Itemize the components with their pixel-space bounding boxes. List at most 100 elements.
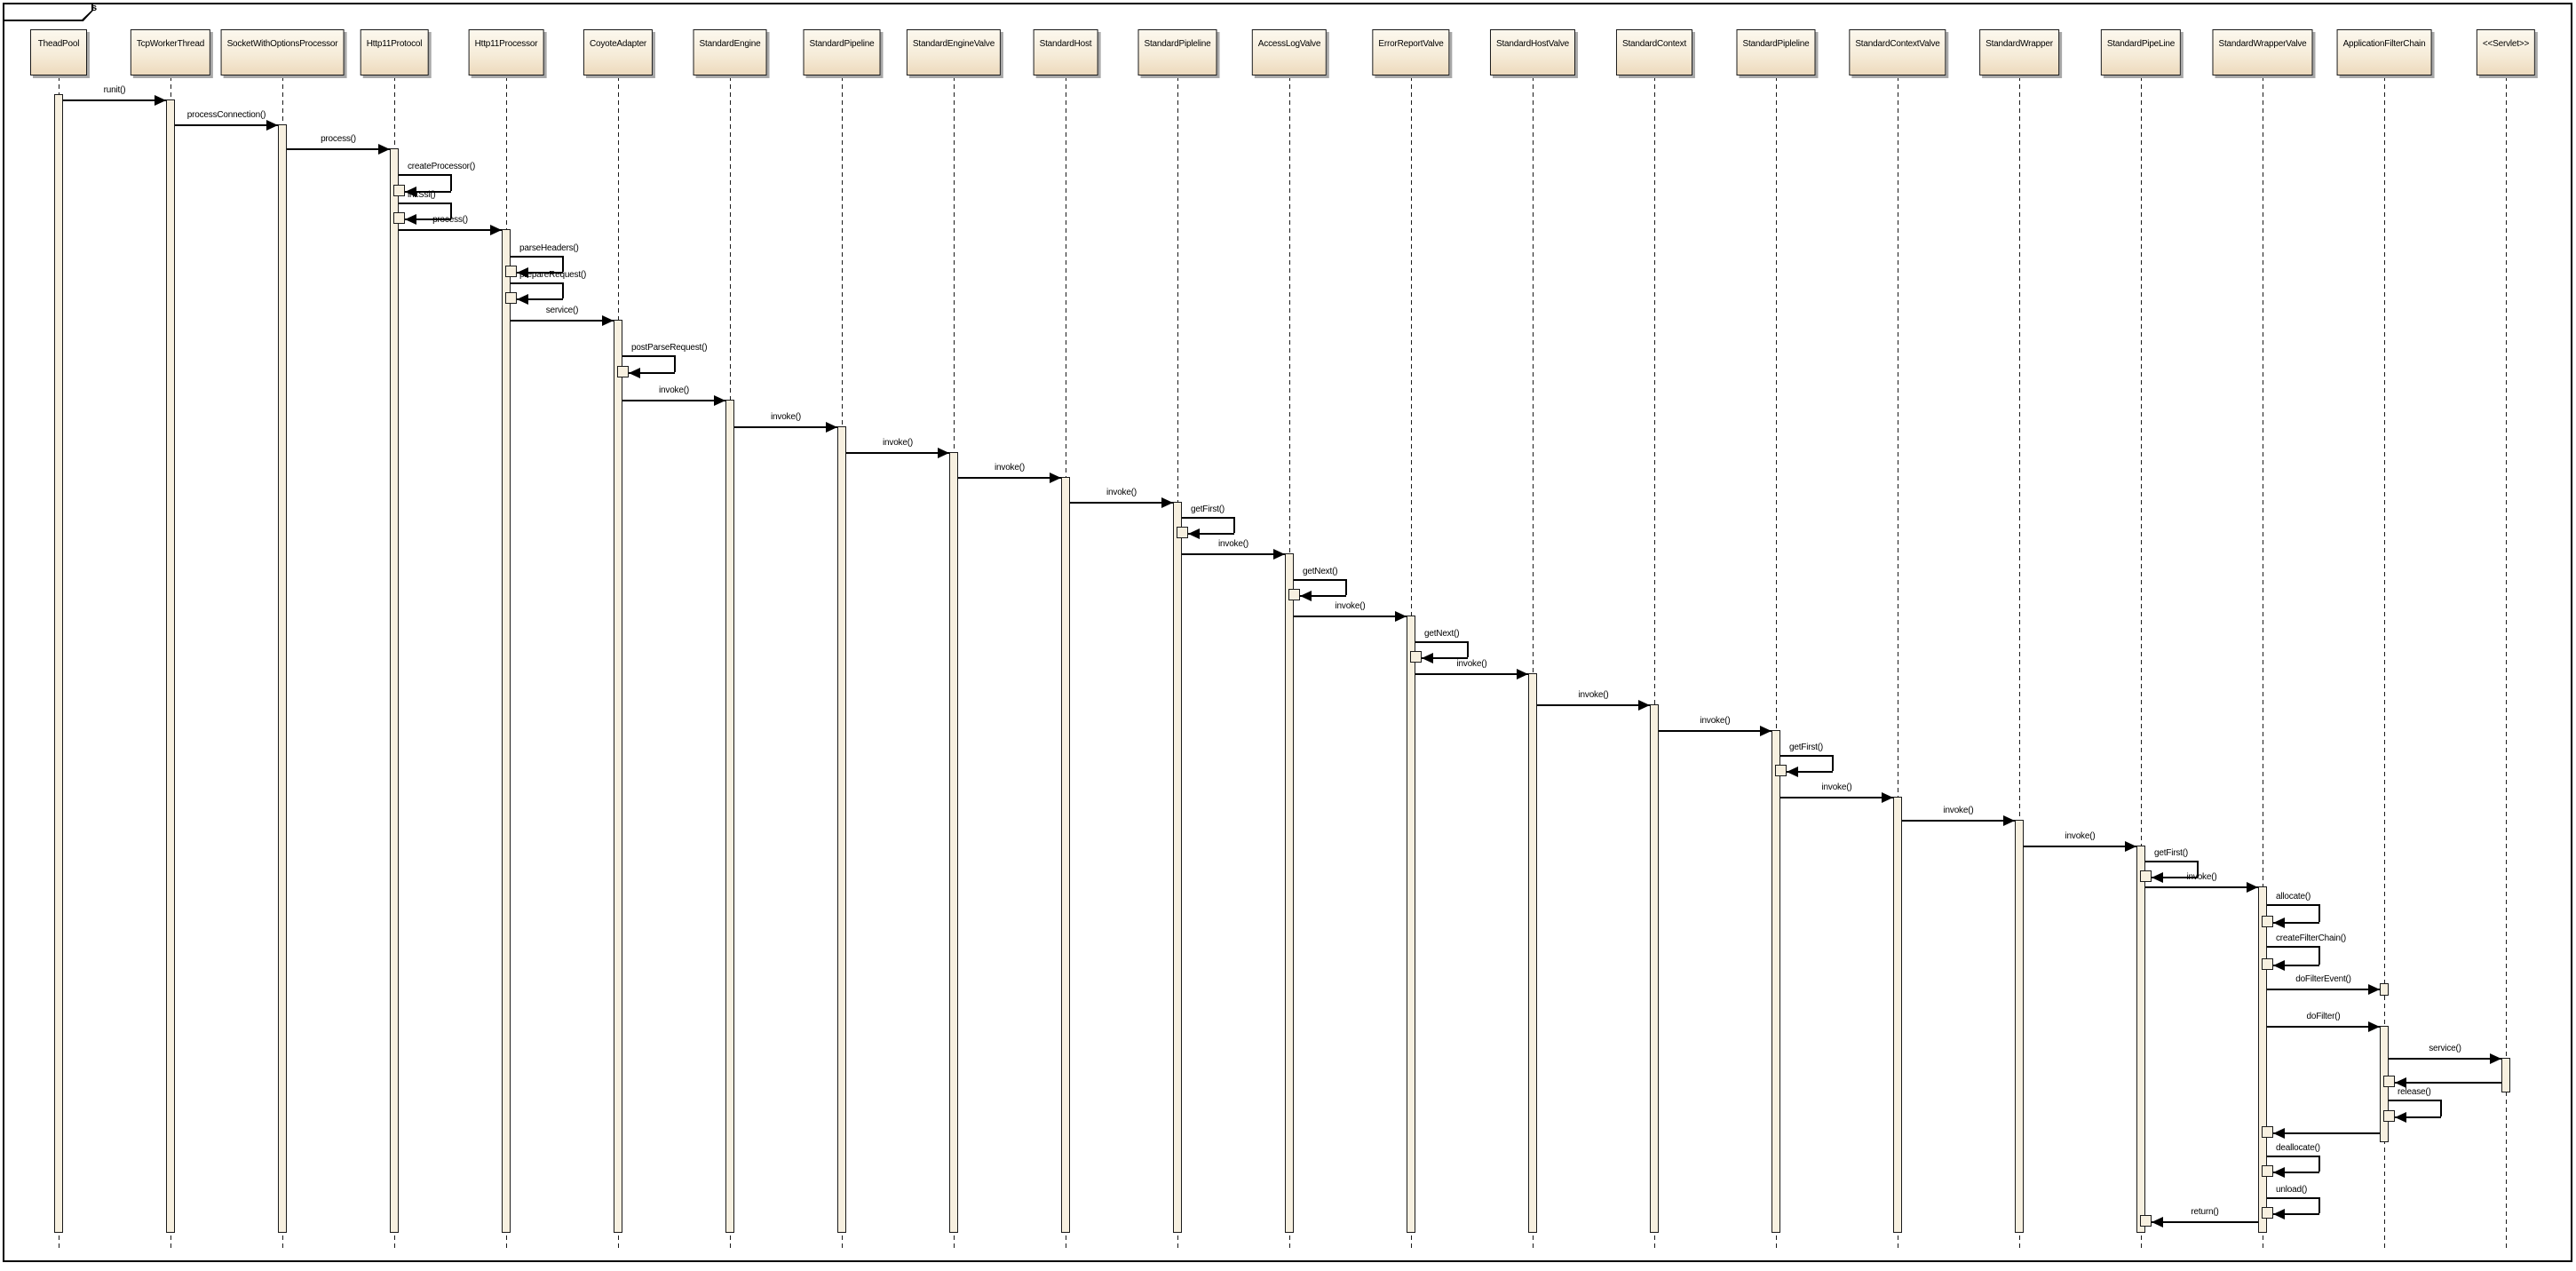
self-message-bottom-3[interactable] [405,191,451,193]
self-message-side-6[interactable] [562,256,564,272]
self-message-top-3[interactable] [399,174,450,176]
message-line-14[interactable] [1070,502,1173,504]
self-message-bottom-37[interactable] [2273,1172,2319,1173]
self-message-top-38[interactable] [2267,1197,2318,1199]
activation-bar-22[interactable] [2501,1058,2510,1092]
nested-activation-6[interactable] [505,266,517,277]
participant-box-16[interactable]: StandardContextValve [1849,29,1946,75]
self-message-side-19[interactable] [1467,641,1469,657]
self-message-side-7[interactable] [562,282,564,298]
message-line-0[interactable] [63,99,166,101]
participant-box-1[interactable]: TcpWorkerThread [130,29,211,75]
self-message-side-3[interactable] [450,174,452,191]
message-line-10[interactable] [622,400,725,401]
activation-bar-19[interactable] [2258,886,2267,1233]
message-line-24[interactable] [1780,797,1893,798]
message-line-11[interactable] [734,426,837,428]
activation-bar-0[interactable] [54,94,63,1233]
participant-box-18[interactable]: StandardPipeLine [2100,29,2182,75]
self-message-top-15[interactable] [1182,517,1233,519]
nested-activation-36[interactable] [2262,1126,2273,1138]
activation-bar-11[interactable] [1285,553,1294,1233]
self-message-top-7[interactable] [511,282,562,284]
nested-activation-27[interactable] [2140,870,2152,882]
activation-bar-5[interactable] [614,320,622,1233]
self-message-top-23[interactable] [1780,755,1832,757]
participant-box-2[interactable]: SocketWithOptionsProcessor [220,29,345,75]
nested-activation-7[interactable] [505,292,517,304]
self-message-top-29[interactable] [2267,904,2318,906]
message-line-25[interactable] [1902,820,2015,822]
self-message-top-9[interactable] [622,355,674,357]
nested-activation-17[interactable] [1288,589,1300,600]
participant-box-5[interactable]: CoyoteAdapter [583,29,654,75]
participant-box-17[interactable]: StandardWrapper [1979,29,2059,75]
participant-box-8[interactable]: StandardEngineValve [906,29,1002,75]
message-line-1[interactable] [175,124,278,126]
message-line-36[interactable] [2273,1132,2380,1134]
participant-box-15[interactable]: StandardPipleline [1736,29,1816,75]
self-message-side-17[interactable] [1345,579,1347,595]
nested-activation-39[interactable] [2140,1215,2152,1227]
activation-bar-3[interactable] [390,148,399,1233]
nested-activation-15[interactable] [1177,527,1188,538]
nested-activation-34[interactable] [2383,1076,2395,1087]
nested-activation-4[interactable] [393,212,405,224]
message-line-28[interactable] [2145,886,2258,888]
activation-bar-15[interactable] [1771,730,1780,1233]
self-message-bottom-27[interactable] [2152,877,2198,878]
message-line-8[interactable] [511,320,614,322]
self-message-side-23[interactable] [1832,755,1834,771]
participant-box-3[interactable]: Http11Protocol [360,29,429,75]
message-line-39[interactable] [2152,1221,2258,1223]
self-message-bottom-7[interactable] [517,298,563,300]
nested-activation-30[interactable] [2262,958,2273,970]
self-message-top-27[interactable] [2145,861,2197,862]
nested-activation-23[interactable] [1775,765,1787,776]
self-message-bottom-17[interactable] [1300,595,1346,597]
self-message-bottom-15[interactable] [1188,533,1234,535]
activation-bar-4[interactable] [502,229,511,1233]
self-message-top-37[interactable] [2267,1156,2318,1157]
message-line-12[interactable] [846,452,949,454]
participant-box-19[interactable]: StandardWrapperValve [2212,29,2313,75]
self-message-bottom-9[interactable] [629,372,675,374]
message-line-26[interactable] [2024,846,2136,847]
message-line-22[interactable] [1659,730,1771,732]
participant-box-9[interactable]: StandardHost [1033,29,1098,75]
participant-box-13[interactable]: StandardHostValve [1489,29,1576,75]
message-line-21[interactable] [1537,704,1650,706]
activation-bar-9[interactable] [1061,477,1070,1233]
participant-box-12[interactable]: ErrorReportValve [1372,29,1450,75]
message-line-16[interactable] [1182,553,1285,555]
activation-bar-17[interactable] [2015,820,2024,1233]
message-line-13[interactable] [958,477,1061,479]
self-message-bottom-29[interactable] [2273,922,2319,924]
self-message-bottom-23[interactable] [1787,771,1833,773]
nested-activation-3[interactable] [393,185,405,196]
self-message-top-4[interactable] [399,203,450,204]
nested-activation-19[interactable] [1410,651,1422,663]
self-message-side-29[interactable] [2318,904,2320,922]
activation-bar-10[interactable] [1173,502,1182,1233]
activation-bar-6[interactable] [725,400,734,1233]
self-message-top-30[interactable] [2267,946,2318,948]
self-message-bottom-38[interactable] [2273,1213,2319,1215]
self-message-top-19[interactable] [1415,641,1467,643]
participant-box-7[interactable]: StandardPipeline [803,29,881,75]
self-message-side-37[interactable] [2318,1156,2320,1172]
participant-box-20[interactable]: ApplicationFilterChain [2336,29,2432,75]
self-message-top-17[interactable] [1294,579,1345,581]
activation-bar-20[interactable] [2380,983,2389,996]
participant-box-14[interactable]: StandardContext [1615,29,1693,75]
message-line-5[interactable] [399,229,502,231]
self-message-bottom-19[interactable] [1422,657,1468,659]
activation-bar-16[interactable] [1893,797,1902,1233]
self-message-bottom-4[interactable] [405,218,451,220]
message-line-32[interactable] [2267,1026,2380,1028]
message-line-33[interactable] [2389,1058,2501,1060]
self-message-top-35[interactable] [2389,1100,2440,1101]
message-line-20[interactable] [1415,673,1528,675]
activation-bar-13[interactable] [1528,673,1537,1233]
participant-box-6[interactable]: StandardEngine [693,29,767,75]
